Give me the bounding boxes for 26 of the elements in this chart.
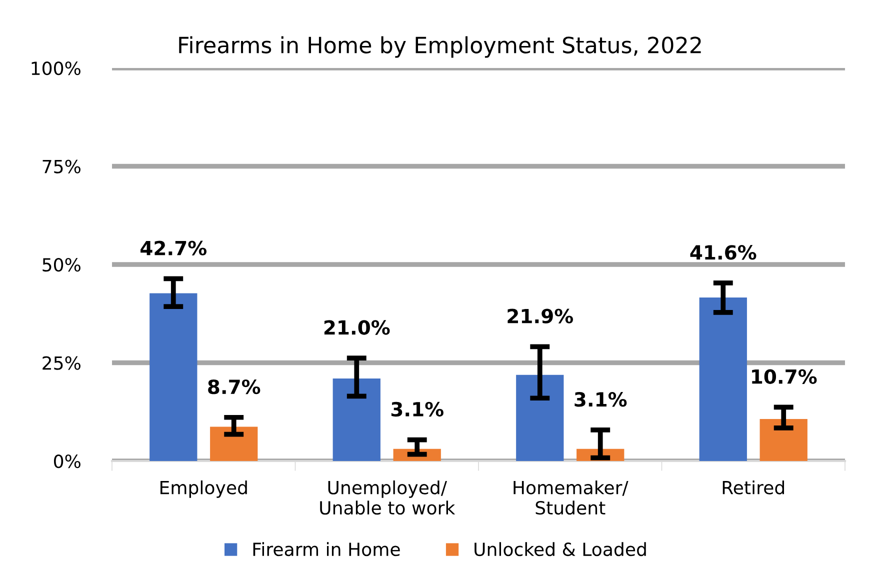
data-label: 3.1% (391, 402, 444, 417)
x-tick-label: Unemployed/ Unable to work (320, 480, 456, 515)
y-tick-label: 100% (32, 61, 80, 76)
data-label: 3.1% (574, 392, 627, 407)
y-tick-label: 25% (42, 356, 80, 370)
bar (699, 298, 747, 461)
data-label: 41.6% (690, 245, 756, 260)
chart-title: Firearms in Home by Employment Status, 2022 (179, 36, 701, 58)
y-tick-label: 75% (42, 160, 80, 174)
bar (150, 293, 198, 461)
bar (516, 374, 564, 461)
legend-label: Firearm in Home (253, 542, 400, 556)
data-label: 21.9% (508, 308, 573, 324)
data-label: 21.0% (324, 320, 390, 335)
bar (332, 378, 380, 461)
bar (760, 418, 808, 461)
data-label: 42.7% (140, 240, 206, 256)
x-tick-label: Homemaker/ Student (514, 480, 628, 515)
bar (210, 426, 258, 461)
y-tick-label: 0% (54, 454, 80, 468)
data-label: 10.7% (752, 369, 817, 384)
x-tick-label: Employed (160, 480, 247, 498)
legend-label: Unlocked & Loaded (474, 542, 646, 556)
y-tick-label: 50% (42, 258, 80, 272)
data-label: 8.7% (208, 379, 260, 394)
x-tick-label: Retired (722, 480, 784, 494)
